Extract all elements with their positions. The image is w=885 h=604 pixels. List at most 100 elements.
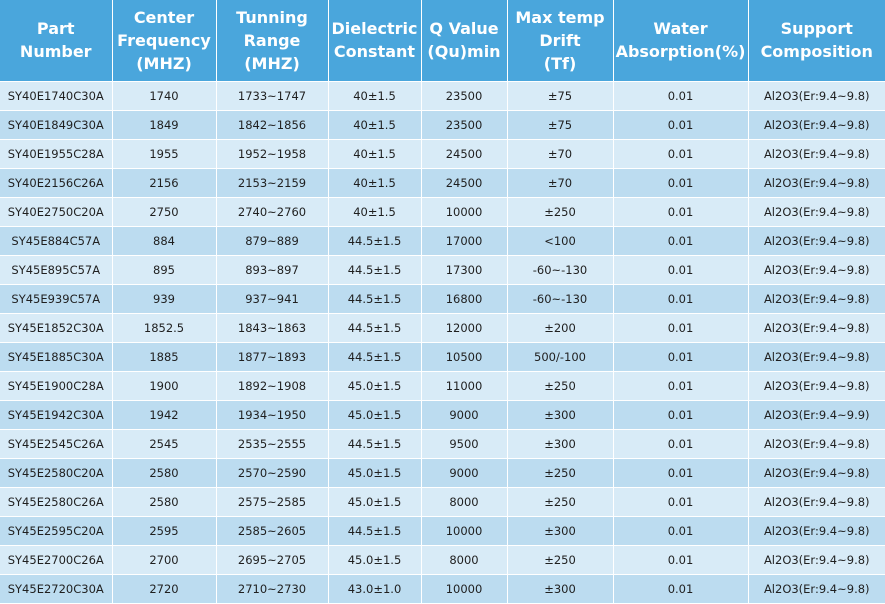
cell-tunning-range: 2570~2590 — [216, 458, 329, 488]
cell-water-absorption: 0.01 — [613, 516, 749, 546]
cell-tunning-range: 1733~1747 — [216, 81, 329, 111]
cell-dielectric-constant: 40±1.5 — [328, 81, 422, 111]
table-row: SY45E1885C30A 1885 1877~1893 44.5±1.5 10500 5… — [0, 342, 885, 372]
table-row: SY45E2720C30A 2720 2710~2730 43.0±1.0 10000 ±… — [0, 574, 885, 604]
cell-center-frequency: 2720 — [112, 574, 217, 604]
cell-center-frequency: 2545 — [112, 429, 217, 459]
cell-water-absorption: 0.01 — [613, 371, 749, 401]
cell-support-composition: Al2O3(Er:9.4~9.8) — [748, 516, 885, 546]
cell-dielectric-constant: 44.5±1.5 — [328, 429, 422, 459]
cell-center-frequency: 1852.5 — [112, 313, 217, 343]
cell-max-temp-drift: -60~-130 — [507, 284, 614, 314]
cell-center-frequency: 1849 — [112, 110, 217, 140]
cell-max-temp-drift: ±70 — [507, 139, 614, 169]
cell-support-composition: Al2O3(Er:9.4~9.8) — [748, 458, 885, 488]
table-row: SY45E1942C30A 1942 1934~1950 45.0±1.5 9000 ±3… — [0, 400, 885, 430]
cell-center-frequency: 1885 — [112, 342, 217, 372]
cell-center-frequency: 2700 — [112, 545, 217, 575]
cell-max-temp-drift: <100 — [507, 226, 614, 256]
cell-support-composition: Al2O3(Er:9.4~9.8) — [748, 371, 885, 401]
table-row: SY45E2580C20A 2580 2570~2590 45.0±1.5 9000 ±2… — [0, 458, 885, 488]
cell-part-number: SY45E1900C28A — [0, 371, 113, 401]
cell-max-temp-drift: ±250 — [507, 371, 614, 401]
table-row: SY45E2595C20A 2595 2585~2605 44.5±1.5 10000 ±… — [0, 516, 885, 546]
cell-tunning-range: 893~897 — [216, 255, 329, 285]
cell-part-number: SY45E1852C30A — [0, 313, 113, 343]
cell-tunning-range: 1892~1908 — [216, 371, 329, 401]
cell-q-value: 9000 — [421, 458, 508, 488]
cell-part-number: SY45E2595C20A — [0, 516, 113, 546]
cell-q-value: 8000 — [421, 545, 508, 575]
cell-max-temp-drift: ±200 — [507, 313, 614, 343]
cell-tunning-range: 1843~1863 — [216, 313, 329, 343]
cell-max-temp-drift: ±300 — [507, 516, 614, 546]
cell-water-absorption: 0.01 — [613, 226, 749, 256]
cell-dielectric-constant: 45.0±1.5 — [328, 545, 422, 575]
cell-q-value: 23500 — [421, 110, 508, 140]
cell-dielectric-constant: 40±1.5 — [328, 139, 422, 169]
cell-part-number: SY45E884C57A — [0, 226, 113, 256]
cell-part-number: SY45E2545C26A — [0, 429, 113, 459]
cell-q-value: 16800 — [421, 284, 508, 314]
cell-q-value: 9500 — [421, 429, 508, 459]
cell-max-temp-drift: ±250 — [507, 458, 614, 488]
cell-tunning-range: 2710~2730 — [216, 574, 329, 604]
cell-dielectric-constant: 44.5±1.5 — [328, 226, 422, 256]
cell-part-number: SY40E1849C30A — [0, 110, 113, 140]
cell-water-absorption: 0.01 — [613, 545, 749, 575]
cell-tunning-range: 2740~2760 — [216, 197, 329, 227]
cell-tunning-range: 879~889 — [216, 226, 329, 256]
cell-support-composition: Al2O3(Er:9.4~9.8) — [748, 110, 885, 140]
cell-part-number: SY40E2156C26A — [0, 168, 113, 198]
table-row: SY45E2580C26A 2580 2575~2585 45.0±1.5 8000 ±2… — [0, 487, 885, 517]
cell-dielectric-constant: 44.5±1.5 — [328, 255, 422, 285]
cell-water-absorption: 0.01 — [613, 255, 749, 285]
cell-support-composition: Al2O3(Er:9.4~9.8) — [748, 226, 885, 256]
cell-support-composition: Al2O3(Er:9.4~9.8) — [748, 313, 885, 343]
cell-tunning-range: 2575~2585 — [216, 487, 329, 517]
cell-center-frequency: 1955 — [112, 139, 217, 169]
cell-max-temp-drift: ±300 — [507, 574, 614, 604]
cell-dielectric-constant: 44.5±1.5 — [328, 516, 422, 546]
cell-center-frequency: 939 — [112, 284, 217, 314]
cell-water-absorption: 0.01 — [613, 284, 749, 314]
cell-max-temp-drift: ±250 — [507, 487, 614, 517]
cell-dielectric-constant: 40±1.5 — [328, 110, 422, 140]
cell-q-value: 10000 — [421, 574, 508, 604]
cell-water-absorption: 0.01 — [613, 81, 749, 111]
cell-water-absorption: 0.01 — [613, 487, 749, 517]
cell-max-temp-drift: ±75 — [507, 110, 614, 140]
cell-water-absorption: 0.01 — [613, 342, 749, 372]
cell-center-frequency: 2580 — [112, 487, 217, 517]
cell-tunning-range: 1952~1958 — [216, 139, 329, 169]
cell-water-absorption: 0.01 — [613, 429, 749, 459]
table-row: SY40E1740C30A 1740 1733~1747 40±1.5 23500 ±75… — [0, 81, 885, 111]
cell-q-value: 11000 — [421, 371, 508, 401]
cell-tunning-range: 1842~1856 — [216, 110, 329, 140]
cell-part-number: SY45E1942C30A — [0, 400, 113, 430]
cell-tunning-range: 2535~2555 — [216, 429, 329, 459]
table-row: SY40E1955C28A 1955 1952~1958 40±1.5 24500 ±70… — [0, 139, 885, 169]
cell-q-value: 10000 — [421, 197, 508, 227]
cell-dielectric-constant: 44.5±1.5 — [328, 284, 422, 314]
cell-q-value: 8000 — [421, 487, 508, 517]
cell-max-temp-drift: ±300 — [507, 400, 614, 430]
cell-center-frequency: 1740 — [112, 81, 217, 111]
cell-support-composition: Al2O3(Er:9.4~9.8) — [748, 81, 885, 111]
cell-q-value: 10000 — [421, 516, 508, 546]
cell-max-temp-drift: -60~-130 — [507, 255, 614, 285]
cell-max-temp-drift: ±70 — [507, 168, 614, 198]
cell-tunning-range: 2153~2159 — [216, 168, 329, 198]
cell-part-number: SY45E2580C26A — [0, 487, 113, 517]
cell-dielectric-constant: 44.5±1.5 — [328, 313, 422, 343]
cell-tunning-range: 2585~2605 — [216, 516, 329, 546]
table-row: SY40E1849C30A 1849 1842~1856 40±1.5 23500 ±75… — [0, 110, 885, 140]
cell-part-number: SY45E2580C20A — [0, 458, 113, 488]
cell-part-number: SY45E2720C30A — [0, 574, 113, 604]
header-water-absorption: Water Absorption(%) — [613, 0, 749, 82]
header-q-value: Q Value (Qu)min — [421, 0, 508, 82]
cell-support-composition: Al2O3(Er:9.4~9.8) — [748, 342, 885, 372]
header-part-number: Part Number — [0, 0, 113, 82]
cell-q-value: 17000 — [421, 226, 508, 256]
